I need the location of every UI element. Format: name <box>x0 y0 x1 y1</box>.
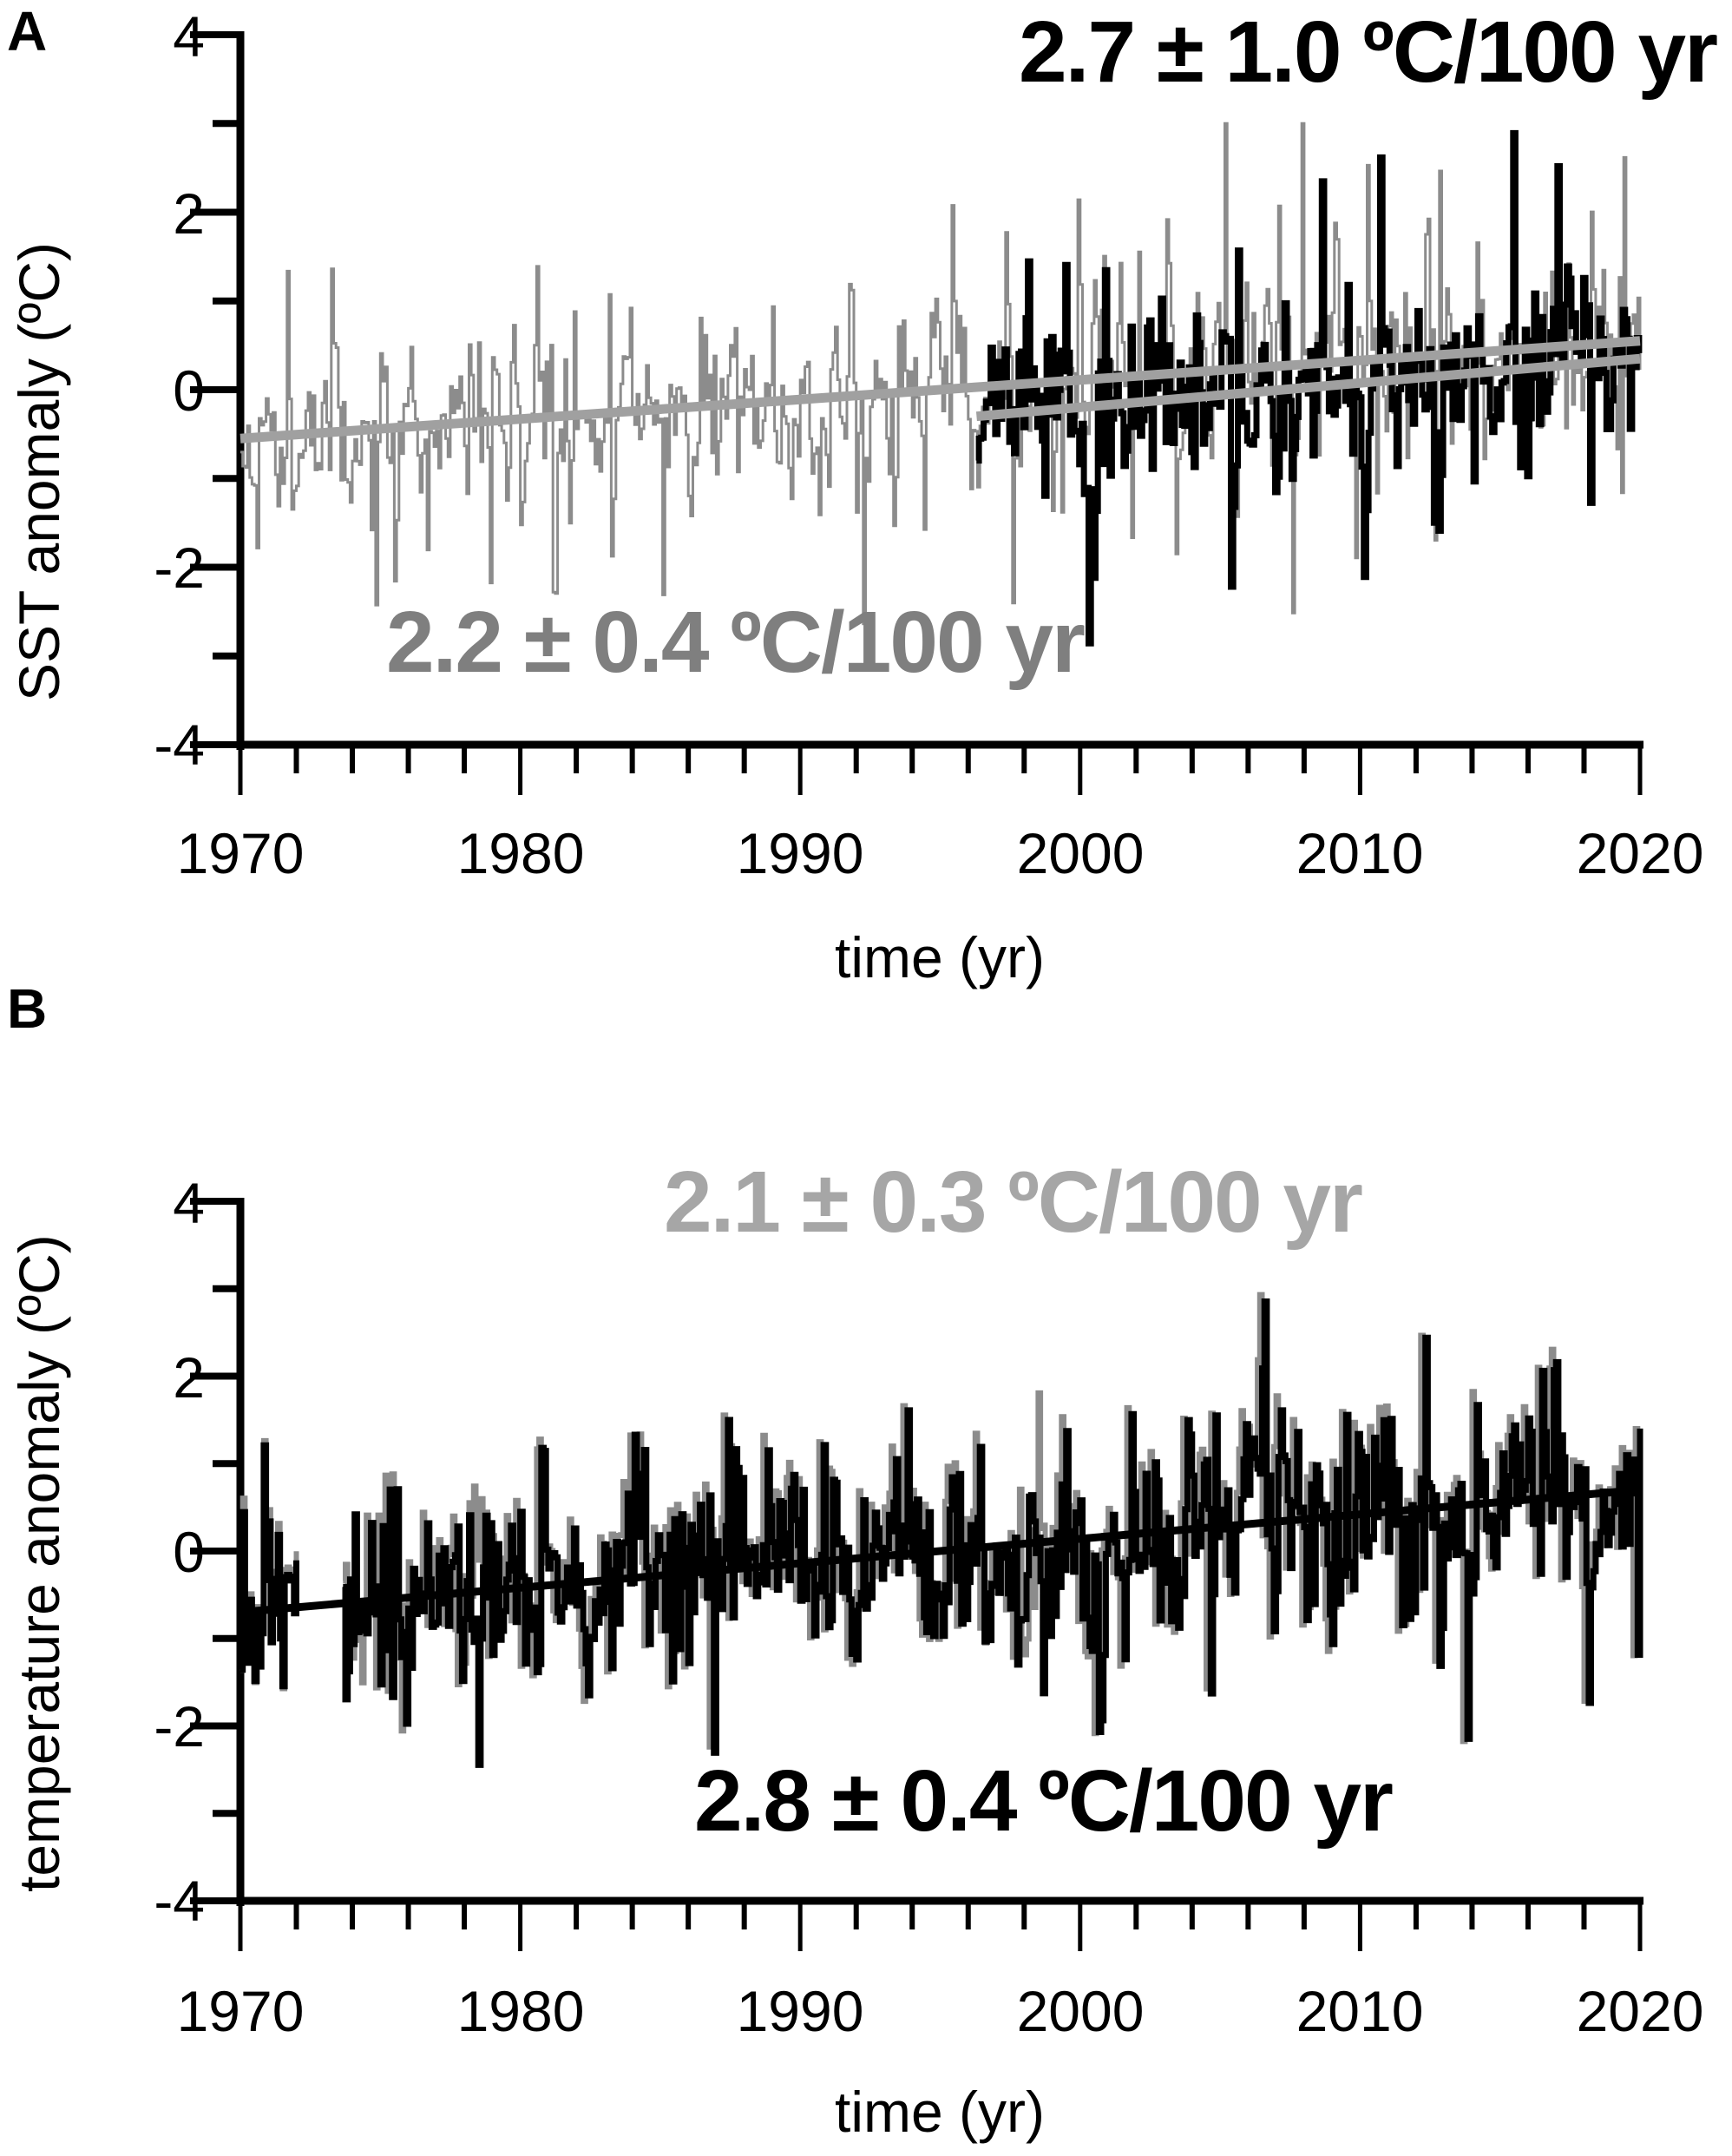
panel-b-ytick-2: 2 <box>173 1345 205 1410</box>
panel-b-xtick-1980: 1980 <box>456 1979 585 2043</box>
panel-a-ytick-0: 0 <box>173 358 205 423</box>
panel-a-ytick-2: 2 <box>173 181 205 246</box>
panel-a-ytick-neg4: -4 <box>154 713 205 777</box>
panel-a-ytick-4: 4 <box>173 4 205 69</box>
panel-b-series-black <box>239 1298 1643 1768</box>
panel-a-xtick-1970: 1970 <box>176 821 305 885</box>
panel-b-ytick-4: 4 <box>173 1171 205 1235</box>
panel-b-x-axis-label: time (yr) <box>835 2080 1045 2144</box>
panel-a-axes <box>190 31 1643 795</box>
panel-b-ytick-neg4: -4 <box>154 1869 205 1933</box>
panel-b-label: B <box>7 977 48 1040</box>
panel-b-trend-annotation-black: 2.8 ± 0.4 ºC/100 yr <box>694 1752 1394 1850</box>
panel-b-trend-annotation-gray: 2.1 ± 0.3 ºC/100 yr <box>664 1154 1363 1251</box>
panel-a-trend-line-gray <box>239 336 1641 444</box>
panel-a-trend-annotation-black: 2.7 ± 1.0 ºC/100 yr <box>1019 3 1718 101</box>
panel-a-trend-line-black-record <box>975 353 1641 422</box>
panel-a-xtick-1990: 1990 <box>736 821 864 885</box>
panel-b-xtick-1990: 1990 <box>736 1979 864 2043</box>
panel-a-plot <box>190 31 1643 795</box>
panel-a-series-gray <box>240 122 1642 626</box>
panel-a-xtick-2000: 2000 <box>1016 821 1145 885</box>
panel-b-xtick-2020: 2020 <box>1576 1979 1704 2043</box>
panel-a-xtick-2020: 2020 <box>1576 821 1704 885</box>
panel-a-label: A <box>7 0 48 62</box>
panel-b-trend-line <box>239 1485 1641 1617</box>
panel-b-xtick-2010: 2010 <box>1296 1979 1424 2043</box>
panel-a-xtick-1980: 1980 <box>456 821 585 885</box>
panel-a-series-black <box>975 129 1643 647</box>
panel-a-x-axis-label: time (yr) <box>835 925 1045 989</box>
panel-b-ytick-neg2: -2 <box>154 1694 205 1758</box>
panel-b-xtick-1970: 1970 <box>176 1979 305 2043</box>
panel-b-axes <box>190 1198 1643 1951</box>
panel-a-ytick-neg2: -2 <box>154 536 205 600</box>
panel-a-trend-annotation-gray: 2.2 ± 0.4 ºC/100 yr <box>386 594 1086 691</box>
panel-a-xtick-2010: 2010 <box>1296 821 1424 885</box>
panel-b-ytick-0: 0 <box>173 1520 205 1584</box>
panel-b-xtick-2000: 2000 <box>1016 1979 1145 2043</box>
